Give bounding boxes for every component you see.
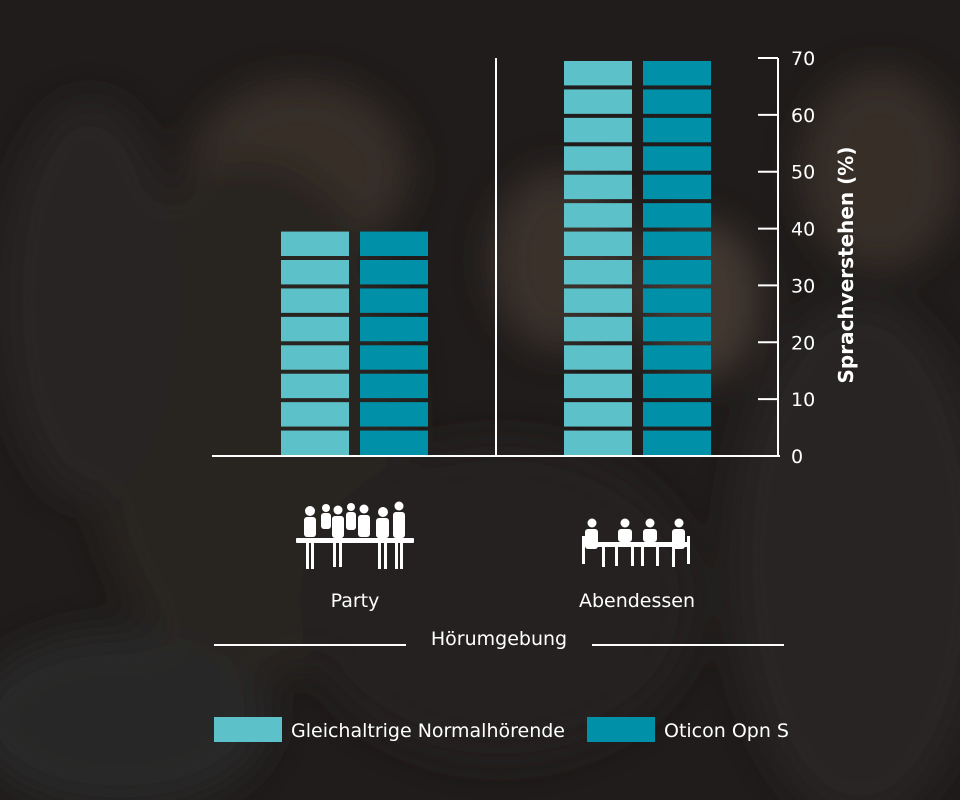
bar-block [643,146,711,171]
bar-block [360,402,428,427]
bar-block [360,231,428,256]
bar-block [643,316,711,342]
legend: Gleichaltrige Normalhörende Oticon Opn S [214,717,789,742]
bar-block [564,61,632,86]
bar [360,231,428,455]
bar-block [360,288,428,313]
bar-block [643,231,711,256]
y-tick-label: 50 [791,162,815,184]
bar-block [643,373,711,399]
bar-block [281,288,349,313]
dinner-table-icon [582,518,690,567]
bar-block [281,260,349,285]
legend-swatch-oticon [587,717,655,742]
bar-block [564,402,632,427]
y-tick-label: 40 [791,219,815,241]
y-tick-label: 20 [791,332,815,354]
legend-swatch-normalhoerende [214,717,282,742]
y-tick-label: 10 [791,389,815,411]
bar-block [643,345,711,370]
y-tick-label: 30 [791,275,815,297]
bar-block [281,231,349,256]
bar-block [564,373,632,399]
bar-block [360,345,428,370]
bar-block [564,231,632,256]
bar-block [643,203,711,228]
bar-block [564,288,632,313]
party-group-icon [296,501,414,569]
bar-block [281,402,349,427]
bar-block [643,260,711,285]
bar [564,61,632,455]
bar-block [360,316,428,342]
y-axis-label: Sprachverstehen (%) [834,147,858,384]
bar-block [564,345,632,370]
bar-block [643,61,711,86]
bar-block [643,89,711,114]
bars [281,61,711,455]
y-tick-label: 0 [791,446,803,468]
bar-block [564,203,632,228]
y-axis-ticks: 0 10 20 30 40 50 60 70 [758,48,815,468]
category-label-abendessen: Abendessen [579,590,695,612]
x-axis-label: Hörumgebung [431,628,567,650]
bar-block [564,146,632,171]
y-tick-label: 60 [791,105,815,127]
bar-block [564,430,632,455]
bar-block [281,345,349,370]
bar-block [564,89,632,114]
bar-block [564,316,632,342]
bar [281,231,349,455]
bar-block [643,402,711,427]
bar-block [564,174,632,200]
bar-block [281,316,349,342]
bar [643,61,711,455]
category-label-party: Party [331,590,380,612]
bar-block [643,288,711,313]
bar-block [564,117,632,143]
bar-block [643,174,711,200]
bar-block [643,117,711,143]
bar-block [360,260,428,285]
bar-block [564,260,632,285]
legend-label-normalhoerende: Gleichaltrige Normalhörende [291,720,565,742]
bar-block [281,373,349,399]
bar-block [281,430,349,455]
bar-block [360,430,428,455]
bar-block [360,373,428,399]
legend-label-oticon: Oticon Opn S [664,720,789,742]
bar-block [643,430,711,455]
y-tick-label: 70 [791,48,815,70]
